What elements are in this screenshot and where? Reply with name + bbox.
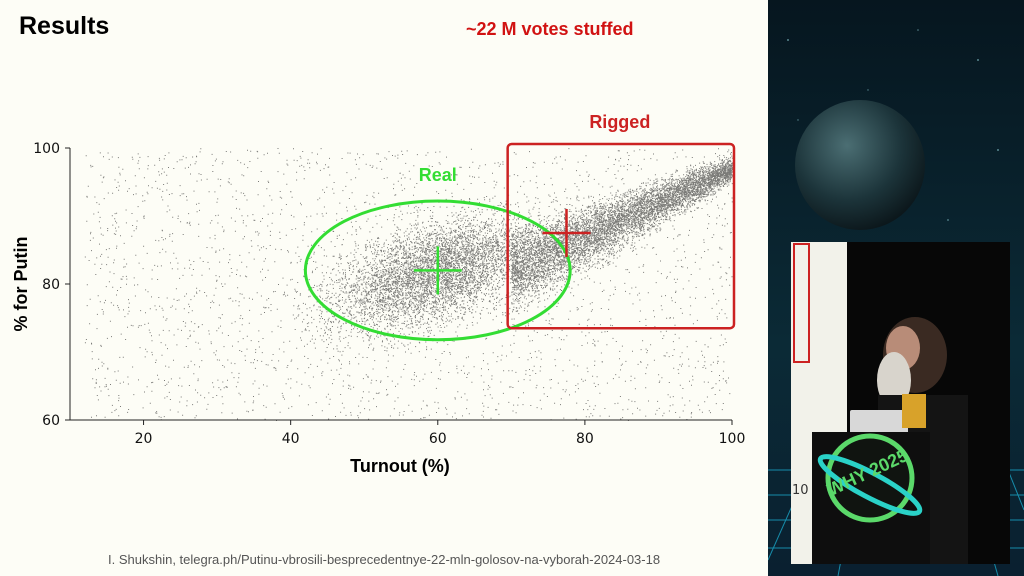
video-frame: 10 WHY 2025 xyxy=(768,0,1024,576)
x-tick-label: 40 xyxy=(282,431,300,447)
y-ticks: 60 80 100 xyxy=(33,141,70,429)
x-tick-label: 80 xyxy=(576,431,594,447)
slide: 20 40 60 80 100 60 80 100 Turnout (%) % for Pu… xyxy=(11,12,746,567)
x-ticks: 20 40 60 80 100 xyxy=(135,420,746,447)
citation: I. Shukshin, telegra.ph/Putinu-vbrosili-… xyxy=(108,552,661,567)
y-axis-label: % for Putin xyxy=(11,237,31,332)
headline-votes-stuffed: ~22 M votes stuffed xyxy=(466,19,634,39)
y-tick-label: 100 xyxy=(33,141,60,157)
y-tick-label: 80 xyxy=(42,277,60,293)
x-axis-label: Turnout (%) xyxy=(350,456,450,476)
annotations: Real Rigged xyxy=(303,112,736,342)
scatter-dots xyxy=(84,148,734,421)
screen-number: 10 xyxy=(792,483,809,498)
rigged-box xyxy=(506,142,736,330)
x-tick-label: 60 xyxy=(429,431,447,447)
slide-title: Results xyxy=(19,12,110,40)
figurine xyxy=(902,394,926,428)
x-tick-label: 100 xyxy=(719,431,746,447)
scatter-chart: 20 40 60 80 100 60 80 100 Turnout (%) % for Pu… xyxy=(11,112,745,476)
laptop xyxy=(850,410,908,434)
planet xyxy=(795,100,925,230)
axes: 20 40 60 80 100 60 80 100 Turnout (%) % for Pu… xyxy=(11,141,745,476)
speaker-video: 10 WHY 2025 xyxy=(768,0,1024,576)
stars xyxy=(787,29,999,221)
real-label: Real xyxy=(419,165,457,185)
x-tick-label: 20 xyxy=(135,431,153,447)
scatter-points xyxy=(84,148,734,421)
real-cluster-ellipse xyxy=(303,199,572,342)
why2025-logo: WHY 2025 xyxy=(817,433,923,523)
rigged-label: Rigged xyxy=(589,112,650,132)
y-tick-label: 60 xyxy=(42,413,60,429)
